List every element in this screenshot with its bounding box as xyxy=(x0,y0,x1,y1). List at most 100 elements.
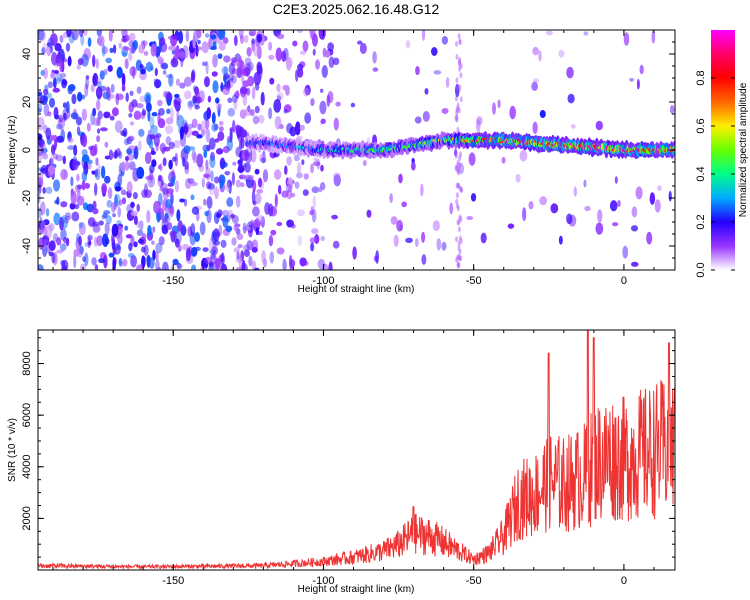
spectrogram-cell xyxy=(414,116,422,124)
spectrogram-cell xyxy=(415,66,420,76)
spectrogram-cell xyxy=(201,128,205,137)
spectrogram-cell xyxy=(60,168,68,181)
spectrogram-cell xyxy=(207,95,212,103)
spectrogram-cell xyxy=(56,237,62,246)
spectrogram-cell xyxy=(154,67,158,77)
spectrogram-cell xyxy=(172,258,179,266)
spectrogram-cell xyxy=(47,165,56,175)
spectrogram-cell xyxy=(240,136,245,149)
spectrogram-cell xyxy=(38,31,47,42)
spectrogram-cell xyxy=(133,215,138,226)
spectrogram-cell xyxy=(55,123,63,130)
spectrogram-cell xyxy=(456,126,460,133)
spectrogram-cell xyxy=(570,124,576,129)
spectrogram-cell xyxy=(176,110,180,121)
spectrogram-cell xyxy=(48,240,56,252)
spectrogram-cell xyxy=(127,252,135,259)
spectrogram-cell xyxy=(405,237,413,244)
spectrogram-cell xyxy=(237,163,245,174)
spectrogram-cell xyxy=(44,224,53,239)
spectrogram-cell xyxy=(189,231,196,246)
spectrogram-cell xyxy=(161,224,169,235)
spectrogram-cell xyxy=(669,104,675,115)
spectrogram-cell xyxy=(455,236,459,243)
spectrogram-cell xyxy=(457,245,461,252)
spectrogram-cell xyxy=(583,31,589,36)
spectrogram-cell xyxy=(268,54,275,60)
spectrogram-cell xyxy=(199,221,206,236)
spectrogram-cell xyxy=(187,100,193,110)
spectrogram-cell xyxy=(183,198,188,207)
spectrogram-cell xyxy=(94,143,98,156)
spectrogram-cell xyxy=(137,239,145,244)
spectrogram-cell xyxy=(114,186,122,192)
spectrogram-cell xyxy=(311,33,318,47)
spectrogram-cell xyxy=(88,240,92,246)
spectrogram-cell xyxy=(244,152,253,164)
spectrogram-cell xyxy=(630,225,639,232)
spectrogram-cell xyxy=(166,221,173,231)
spectrogram-cell xyxy=(204,256,212,265)
spectrogram-cell xyxy=(158,174,162,182)
spectrogram-cell xyxy=(163,90,168,98)
spectrogram-cell xyxy=(150,150,156,156)
spectrogram-cell xyxy=(86,203,94,213)
spectrogram-cell xyxy=(432,220,440,232)
spectrogram-cell xyxy=(53,153,59,160)
spectrogram-cell xyxy=(54,43,62,52)
spectrogram-cell xyxy=(192,35,196,49)
spectrogram-cell xyxy=(76,195,85,206)
spectrogram-cell xyxy=(468,152,476,166)
spectrogram-cell xyxy=(317,258,326,270)
spectrogram-cell xyxy=(492,102,496,115)
spectrogram-cell xyxy=(281,50,287,62)
spectrogram-cell xyxy=(135,103,144,109)
spectrogram-cell xyxy=(105,215,112,225)
spectrogram-cell xyxy=(146,102,152,113)
spectrogram-cell xyxy=(75,116,83,126)
spectrogram-cell xyxy=(239,34,244,45)
spectrogram-cell xyxy=(178,30,184,44)
spectrogram-cell xyxy=(96,117,101,127)
spectrogram-cell xyxy=(458,59,462,66)
spectrogram-cell xyxy=(470,193,477,202)
spectrogram-cell xyxy=(276,247,285,255)
spectrogram-cell xyxy=(59,58,63,73)
spectrogram-cell xyxy=(157,118,166,129)
spectrogram-cell xyxy=(335,101,341,107)
spectrogram-cell xyxy=(501,156,506,164)
spectrogram-cell xyxy=(309,163,315,174)
spectrogram-cell xyxy=(295,172,303,179)
spectrogram-cell xyxy=(139,95,145,103)
spectrogram-cell xyxy=(81,154,90,164)
spectrogram-cell xyxy=(212,54,218,68)
spectrogram-cell xyxy=(254,105,260,114)
spectrogram-cell xyxy=(236,251,240,260)
spectrogram-cell xyxy=(239,182,245,188)
spectrogram-cell xyxy=(191,69,196,81)
spectrogram-cell xyxy=(56,196,60,205)
y-tick-label: 40 xyxy=(21,48,33,60)
spectrogram-cell xyxy=(357,40,363,45)
spectrogram-cell xyxy=(87,37,92,48)
spectrogram-cell xyxy=(617,199,621,208)
spectrogram-cell xyxy=(196,30,202,39)
spectrogram-cell xyxy=(320,88,324,93)
spectrogram-cell xyxy=(532,46,539,56)
spectrogram-cell xyxy=(52,233,59,243)
spectrogram-cell xyxy=(123,46,130,51)
spectrogram-cell xyxy=(38,237,44,250)
spectrogram-cell xyxy=(175,78,181,86)
spectrogram-cell xyxy=(233,223,238,232)
spectrogram-cell xyxy=(584,205,591,212)
spectrogram-cell xyxy=(84,182,90,189)
spectrogram-cell xyxy=(170,57,179,68)
spectrogram-cell xyxy=(235,227,241,236)
spectrogram-cell xyxy=(649,192,656,205)
spectrogram-cell xyxy=(566,213,573,225)
spectrogram-cell xyxy=(215,231,221,238)
snr-x-ticks: -150 -100 -50 0 xyxy=(52,330,655,587)
spectrogram-cell xyxy=(91,170,96,175)
spectrogram-cell xyxy=(390,216,398,225)
spectrogram-cell xyxy=(159,163,163,172)
